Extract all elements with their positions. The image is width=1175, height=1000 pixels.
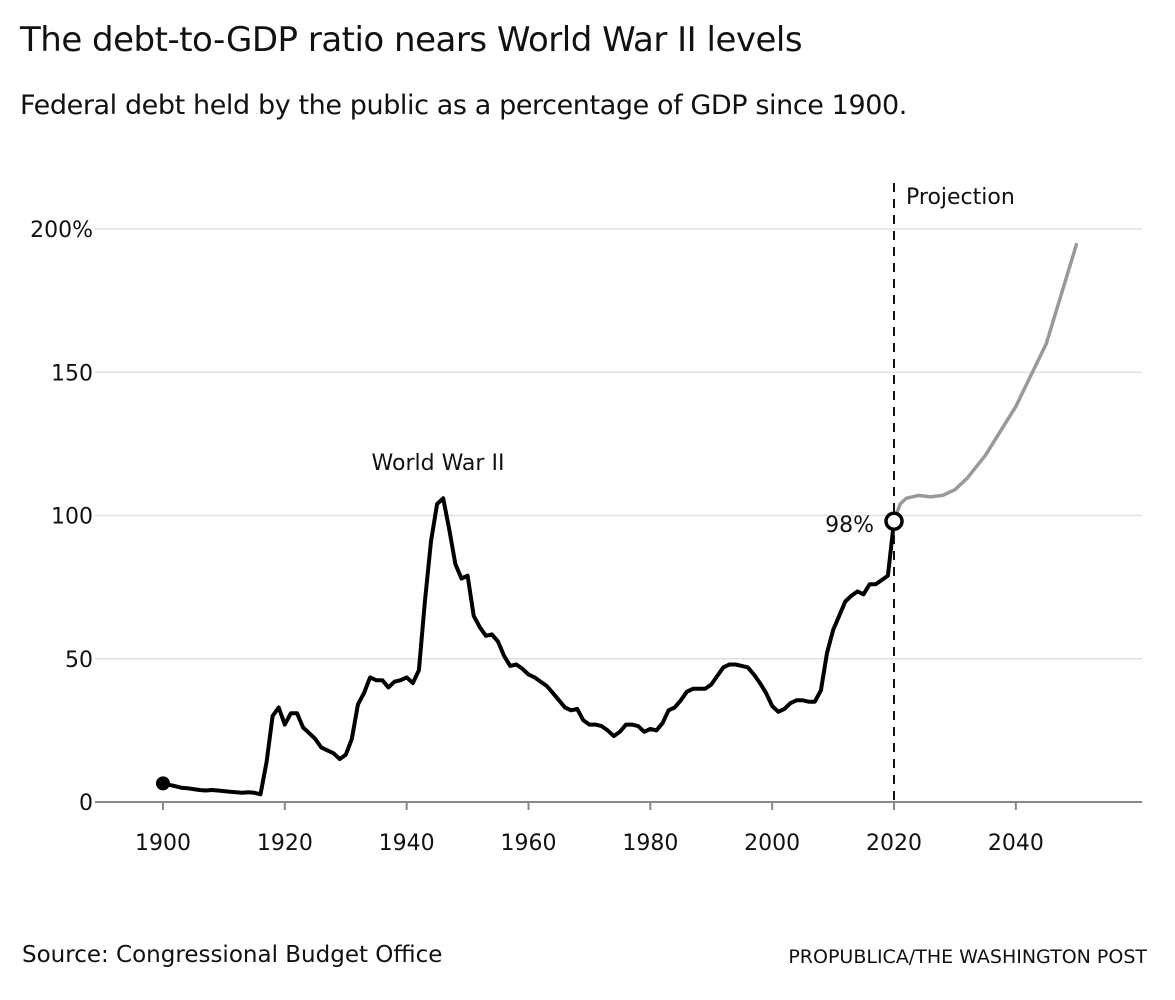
y-tick-label: 50 <box>65 648 93 673</box>
source-note: Source: Congressional Budget Office <box>22 942 443 968</box>
x-tick-label: 2040 <box>988 831 1044 856</box>
y-axis-ticks: 0 50 100 150 200% <box>30 218 93 816</box>
gridlines <box>95 228 1142 803</box>
y-tick-label: 0 <box>79 791 93 816</box>
x-tick-label: 2020 <box>866 831 922 856</box>
x-tick-label: 2000 <box>744 831 800 856</box>
x-tick-label: 1900 <box>135 831 191 856</box>
current-value-label: 98% <box>825 513 874 538</box>
chart-title: The debt-to-GDP ratio nears World War II… <box>20 20 803 60</box>
y-tick-label: 100 <box>51 505 93 530</box>
y-tick-label: 150 <box>51 361 93 386</box>
credit: PROPUBLICA/THE WASHINGTON POST <box>788 946 1147 968</box>
current-point-marker <box>884 511 904 531</box>
x-tick-label: 1980 <box>622 831 678 856</box>
projection-label: Projection <box>906 185 1015 210</box>
projection-line <box>892 242 1079 522</box>
series-lines <box>156 242 1079 797</box>
ww2-annotation: World War II <box>372 451 505 476</box>
x-tick-label: 1960 <box>501 831 557 856</box>
chart-subtitle: Federal debt held by the public as a per… <box>20 90 907 121</box>
start-point-marker <box>156 776 170 791</box>
historical-line <box>162 496 896 797</box>
x-tick-label: 1920 <box>257 831 313 856</box>
x-tick-label: 1940 <box>379 831 435 856</box>
x-axis-ticks: 1900 1920 1940 1960 1980 2000 2020 2040 <box>135 802 1044 856</box>
y-tick-label: 200% <box>30 218 93 243</box>
